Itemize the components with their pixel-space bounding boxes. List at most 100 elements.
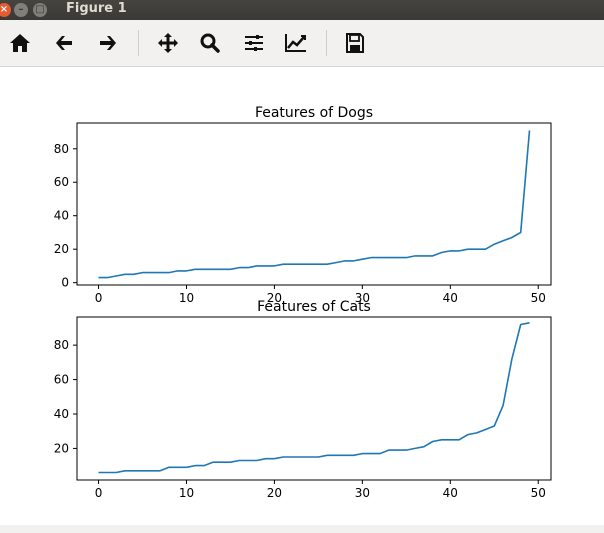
data-point [494,425,496,427]
data-point [133,470,135,472]
data-point [353,260,355,262]
status-bar [0,525,604,533]
chart-title-1: Features of Dogs [255,105,373,121]
data-point [247,267,249,269]
data-point [151,470,153,472]
data-point [397,449,399,451]
data-point [282,456,284,458]
pan-button[interactable] [154,30,182,56]
data-point [529,130,531,132]
data-point [432,255,434,257]
subplots-icon [245,35,263,51]
series-line-1 [98,130,531,279]
data-point [309,456,311,458]
x-tick-label: 30 [355,486,370,500]
data-point [406,449,408,451]
data-point [265,458,267,460]
data-point [423,446,425,448]
home-button[interactable] [6,30,34,56]
forward-button[interactable] [94,30,122,56]
x-tick-label: 10 [179,486,194,500]
window-minimize-button[interactable]: – [14,3,28,17]
x-tick-label: 0 [95,291,103,305]
data-point [115,472,117,474]
y-tick-label: 20 [54,242,69,256]
window-maximize-button[interactable]: □ [33,3,47,17]
data-point [124,470,126,472]
data-point [186,270,188,272]
data-point [388,257,390,259]
data-point [107,472,109,474]
zoom-button[interactable] [196,30,224,56]
data-point [159,272,161,274]
data-point [151,272,153,274]
series-line-2 [98,322,530,474]
figure-canvas[interactable]: Features of Dogs 0 10 20 30 40 50 0 20 40 60 80 Feat… [0,67,604,525]
edit-axes-button[interactable] [282,30,310,56]
data-point [414,448,416,450]
data-point [362,258,364,260]
subplots-button[interactable] [240,30,268,56]
save-icon [346,33,364,53]
data-point [230,461,232,463]
data-point [230,269,232,271]
data-point [318,263,320,265]
x-tick-label: 40 [443,486,458,500]
data-point [203,269,205,271]
data-point [520,232,522,234]
data-point [458,439,460,441]
data-point [379,453,381,455]
data-point [221,269,223,271]
toolbar-separator [138,30,139,56]
data-point [124,274,126,276]
x-tick-label: 30 [355,291,370,305]
data-point [432,441,434,443]
data-point [282,263,284,265]
data-point [274,458,276,460]
data-point [159,470,161,472]
figure-svg: Features of Dogs 0 10 20 30 40 50 0 20 40 60 80 Feat… [54,105,552,500]
window-close-button[interactable]: × [0,3,11,17]
data-point [362,453,364,455]
y-tick-label: 80 [54,338,69,352]
data-point [326,263,328,265]
data-point [195,465,197,467]
x-tick-label: 20 [267,486,282,500]
data-point [344,455,346,457]
back-arrow-icon [56,36,72,50]
data-point [265,265,267,267]
data-point [239,460,241,462]
data-point [476,432,478,434]
data-point [168,467,170,469]
data-point [335,262,337,264]
data-point [414,255,416,257]
y-tick-label: 0 [61,276,69,290]
data-point [142,272,144,274]
pan-icon [158,33,178,53]
y-tick-label: 80 [54,142,69,156]
y-tick-label: 40 [54,407,69,421]
zoom-icon [200,33,220,53]
save-button[interactable] [341,30,369,56]
y-tick-label: 60 [54,373,69,387]
data-point [203,465,205,467]
back-button[interactable] [50,30,78,56]
data-point [458,250,460,252]
data-point [239,267,241,269]
data-point [221,461,223,463]
data-point [291,456,293,458]
data-point [247,460,249,462]
x-tick-label: 50 [531,486,546,500]
close-icon: × [0,4,9,15]
axes-frame-1 [76,122,552,286]
data-point [300,456,302,458]
data-point [344,260,346,262]
toolbar [0,20,604,67]
y-tick-label: 40 [54,209,69,223]
data-point [485,248,487,250]
data-point [186,467,188,469]
data-point [370,257,372,259]
axes-frame-2 [76,316,552,481]
x-tick-label: 40 [443,291,458,305]
data-point [353,455,355,457]
